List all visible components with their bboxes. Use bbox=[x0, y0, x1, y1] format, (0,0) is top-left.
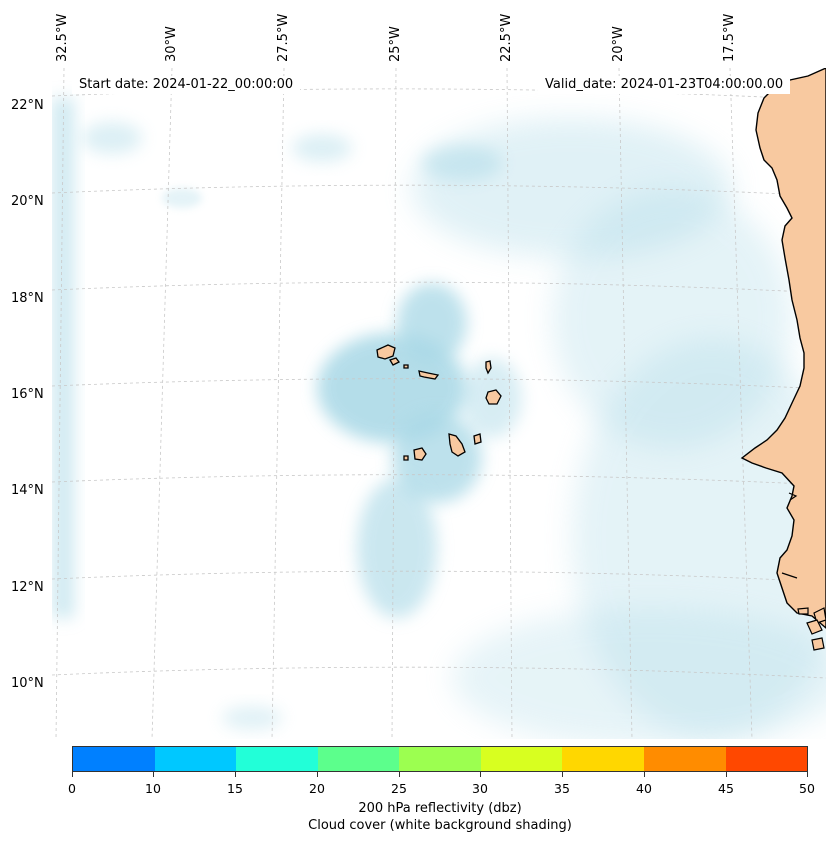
colorbar-tick-label: 20 bbox=[309, 781, 325, 796]
colorbar-title: 200 hPa reflectivity (dbz) bbox=[358, 801, 522, 816]
island-santo-antao bbox=[376, 344, 396, 360]
island-santa-luzia bbox=[403, 364, 409, 369]
africa-coastline bbox=[740, 68, 826, 629]
colorbar-tick bbox=[807, 772, 808, 777]
lon-label-25w: 25°W bbox=[388, 26, 403, 62]
colorbar-tick-label: 35 bbox=[554, 781, 570, 796]
colorbar-tick-label: 0 bbox=[68, 781, 76, 796]
guinea-bissau-islands bbox=[797, 607, 826, 651]
map-canvas bbox=[52, 68, 826, 739]
island-santiago bbox=[448, 433, 466, 457]
lon-label-22.5w: 22.5°W bbox=[499, 13, 514, 62]
start-date-label: Start date: 2024-01-22_00:00:00 bbox=[72, 76, 301, 94]
colorbar-tick bbox=[153, 772, 154, 777]
lat-label-12n: 12°N bbox=[11, 580, 44, 595]
colorbar-tick-label: 45 bbox=[718, 781, 734, 796]
colorbar-tick bbox=[726, 772, 727, 777]
lat-label-18n: 18°N bbox=[11, 291, 44, 306]
colorbar-segment-3 bbox=[317, 747, 400, 771]
lon-label-27.5w: 27.5°W bbox=[276, 13, 291, 62]
colorbar-tick bbox=[644, 772, 645, 777]
colorbar-tick bbox=[480, 772, 481, 777]
island-maio bbox=[473, 433, 482, 445]
colorbar-segment-0 bbox=[73, 747, 155, 771]
colorbar-tick bbox=[317, 772, 318, 777]
island-fogo bbox=[413, 447, 427, 461]
lon-label-17.5w: 17.5°W bbox=[722, 13, 737, 62]
colorbar-tick-label: 40 bbox=[636, 781, 652, 796]
island-boa-vista bbox=[485, 389, 502, 405]
lon-label-30w: 30°W bbox=[164, 26, 179, 62]
colorbar-segment-7 bbox=[643, 747, 726, 771]
map-frame[interactable] bbox=[52, 68, 826, 739]
colorbar-segment-5 bbox=[480, 747, 563, 771]
island-sal bbox=[485, 360, 492, 375]
colorbar-subtitle: Cloud cover (white background shading) bbox=[308, 818, 572, 833]
valid-date-label: Valid_date: 2024-01-23T04:00:00.00 bbox=[538, 76, 791, 94]
colorbar-tick bbox=[235, 772, 236, 777]
lon-label-32.5w: 32.5°W bbox=[55, 13, 70, 62]
lon-label-20w: 20°W bbox=[611, 26, 626, 62]
colorbar-tick-label: 10 bbox=[145, 781, 161, 796]
river-dakar-detail bbox=[781, 492, 798, 579]
cloud-cover-shading bbox=[52, 98, 826, 739]
cape-verde-islands bbox=[376, 344, 502, 461]
colorbar-tick-label: 15 bbox=[227, 781, 243, 796]
colorbar-segment-1 bbox=[154, 747, 237, 771]
colorbar-segment-4 bbox=[399, 747, 481, 771]
colorbar-tick bbox=[562, 772, 563, 777]
island-brava bbox=[403, 455, 409, 461]
lat-label-16n: 16°N bbox=[11, 387, 44, 402]
colorbar-segment-6 bbox=[562, 747, 644, 771]
island-sao-vicente bbox=[389, 357, 400, 366]
colorbar-tick bbox=[72, 772, 73, 777]
colorbar-segment-8 bbox=[725, 747, 808, 771]
lat-label-22n: 22°N bbox=[11, 98, 44, 113]
colorbar bbox=[72, 746, 808, 772]
colorbar-tick bbox=[399, 772, 400, 777]
lat-label-10n: 10°N bbox=[11, 676, 44, 691]
lat-label-20n: 20°N bbox=[11, 194, 44, 209]
island-sao-nicolau bbox=[418, 370, 440, 380]
colorbar-tick-label: 30 bbox=[472, 781, 488, 796]
colorbar-tick-label: 50 bbox=[799, 781, 815, 796]
lat-label-14n: 14°N bbox=[11, 483, 44, 498]
colorbar-segment-2 bbox=[236, 747, 318, 771]
colorbar-tick-label: 25 bbox=[391, 781, 407, 796]
